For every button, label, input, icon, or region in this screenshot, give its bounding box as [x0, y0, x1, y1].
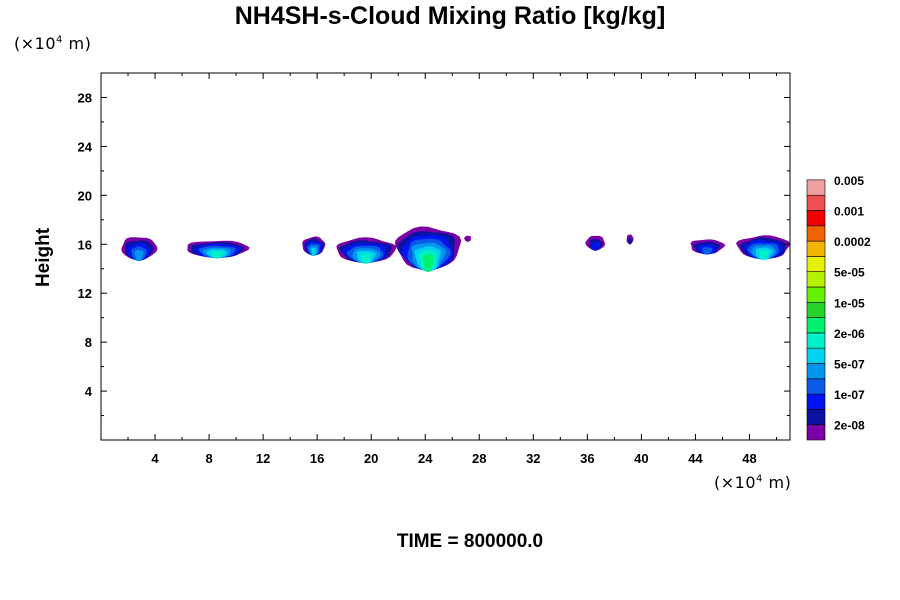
colorbar-band — [806, 179, 826, 196]
cloud-contour — [311, 247, 317, 257]
colorbar-label: 1e-05 — [834, 296, 865, 310]
colorbar-band — [806, 301, 826, 318]
y-tick-label: 28 — [78, 90, 92, 105]
y-axis-unit: (×104 m) — [14, 34, 91, 53]
y-unit-exponent: 4 — [56, 34, 63, 46]
y-unit-suffix: m) — [62, 34, 92, 53]
y-tick-label: 8 — [85, 335, 92, 350]
colorbar-band — [806, 286, 826, 303]
cloud-blob — [464, 235, 471, 242]
x-unit-suffix: m) — [762, 473, 792, 492]
plot-frame — [100, 72, 791, 441]
cloud-blob — [585, 235, 605, 251]
cloud-contour — [211, 251, 224, 259]
colorbar-band — [806, 409, 826, 425]
x-tick-label: 12 — [256, 451, 270, 466]
time-label: TIME = 800000.0 — [396, 531, 544, 552]
x-axis-unit: (×104 m) — [714, 473, 791, 492]
x-tick-label: 32 — [526, 451, 540, 466]
colorbar-band — [806, 240, 826, 257]
cloud-contour — [591, 242, 600, 251]
x-tick-label: 4 — [151, 451, 159, 466]
cloud-contour — [628, 237, 632, 245]
cloud-blob — [121, 237, 158, 262]
x-unit-prefix: (×10 — [714, 473, 757, 492]
x-tick-label: 8 — [205, 451, 212, 466]
colorbar-band — [806, 332, 826, 349]
colorbar-label: 1e-07 — [834, 388, 865, 402]
y-tick-label: 20 — [78, 188, 92, 203]
cloud-blob — [626, 234, 634, 245]
cloud-contour — [701, 247, 712, 255]
cloud-contour — [422, 254, 434, 273]
x-tick-label: 24 — [418, 451, 433, 466]
colorbar: 2e-08 1e-07 5e-07 2e-06 1e-05 5e-05 0.0002 0.00… — [806, 174, 871, 441]
colorbar-label: 2e-06 — [834, 327, 865, 341]
colorbar-label: 2e-08 — [834, 419, 865, 433]
colorbar-label: 0.0002 — [834, 235, 871, 249]
y-unit-prefix: (×10 — [14, 34, 57, 53]
x-tick-label: 16 — [310, 451, 324, 466]
colorbar-band — [806, 194, 826, 211]
y-tick-label: 16 — [78, 237, 92, 252]
colorbar-band — [806, 271, 826, 288]
x-tick-label: 36 — [580, 451, 594, 466]
colorbar-band — [806, 424, 826, 441]
cloud-contour — [134, 250, 144, 262]
cloud-contour — [758, 250, 769, 261]
colorbar-band — [806, 210, 826, 227]
chart-title: NH4SH-s-Cloud Mixing Ratio [kg/kg] — [234, 2, 666, 30]
cloud-blob — [736, 235, 791, 261]
cloud-blob — [302, 236, 326, 257]
cloud-contour — [464, 235, 471, 242]
colorbar-band — [806, 378, 826, 395]
x-tick-label: 20 — [364, 451, 378, 466]
colorbar-band — [806, 363, 826, 380]
colorbar-band — [806, 347, 826, 364]
cloud-blob — [690, 239, 726, 255]
colorbar-band — [806, 317, 826, 334]
colorbar-band — [806, 393, 826, 410]
colorbar-label: 0.001 — [834, 205, 864, 219]
colorbar-label: 5e-05 — [834, 266, 865, 280]
x-unit-exponent: 4 — [756, 473, 763, 485]
cloud-blob — [336, 237, 397, 264]
cloud-contour — [360, 253, 372, 264]
x-tick-label: 28 — [472, 451, 486, 466]
colorbar-band — [806, 256, 826, 272]
x-tick-label: 44 — [688, 451, 703, 466]
colorbar-label: 0.005 — [834, 174, 864, 188]
y-tick-label: 24 — [78, 139, 93, 154]
cloud-field — [121, 226, 791, 273]
colorbar-label: 5e-07 — [834, 358, 865, 372]
y-tick-label: 4 — [85, 384, 93, 399]
x-tick-label: 40 — [634, 451, 648, 466]
cloud-blob — [395, 226, 462, 273]
y-tick-label: 12 — [78, 286, 92, 301]
x-tick-label: 48 — [742, 451, 756, 466]
cloud-blob — [187, 240, 250, 259]
y-axis-label: Height — [33, 227, 54, 287]
colorbar-band — [806, 225, 826, 242]
